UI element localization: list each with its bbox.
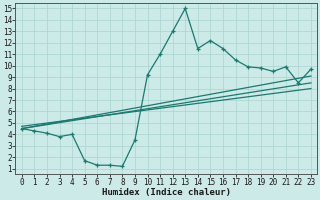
X-axis label: Humidex (Indice chaleur): Humidex (Indice chaleur) — [102, 188, 231, 197]
